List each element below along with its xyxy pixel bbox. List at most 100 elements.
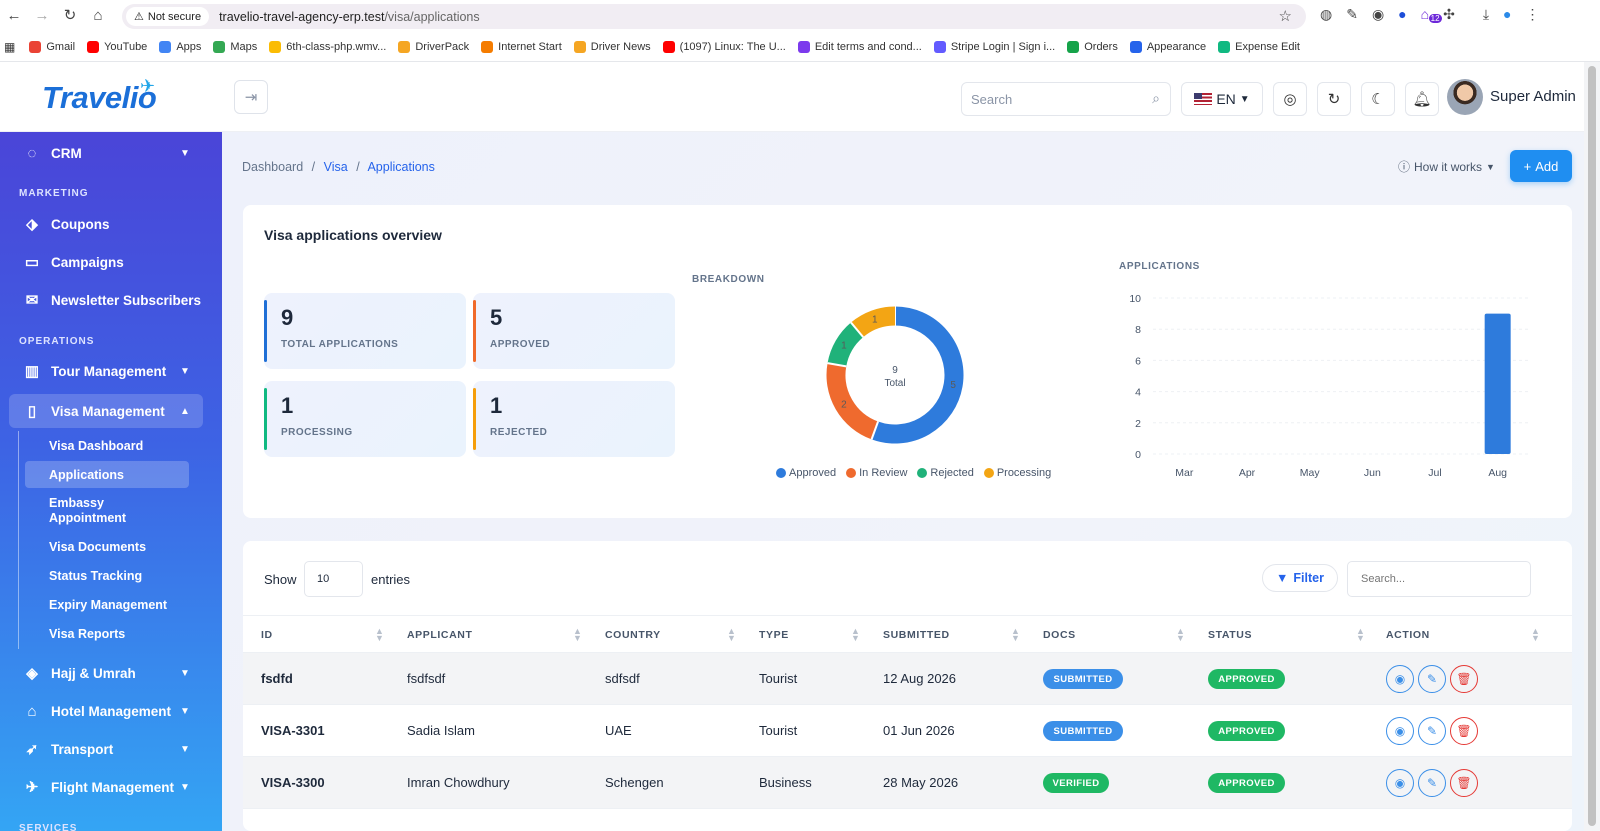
submenu-visa-dashboard[interactable]: Visa Dashboard [49, 439, 144, 453]
bookmark-item[interactable]: (1097) Linux: The U... [662, 40, 786, 53]
forward-icon[interactable]: → [34, 7, 50, 24]
circle-ext-icon[interactable]: ● [1398, 6, 1407, 22]
cell-id[interactable]: VISA-3301 [261, 723, 325, 738]
bar-aug[interactable] [1484, 313, 1511, 454]
delete-button[interactable]: 🗑︎ [1450, 665, 1478, 693]
donut-slice-approved[interactable] [871, 306, 964, 444]
globe-button[interactable]: ◎ [1273, 82, 1307, 116]
apps-grid-icon[interactable]: ▦ [4, 39, 16, 54]
sidebar-item-campaigns[interactable]: ▭ Campaigns [24, 254, 124, 271]
column-header-type[interactable]: TYPE [759, 629, 789, 641]
bookmark-item[interactable]: 6th-class-php.wmv... [269, 40, 386, 53]
column-header-id[interactable]: ID [261, 629, 273, 641]
not-secure-chip[interactable]: ⚠ Not secure [126, 7, 210, 26]
bookmark-item[interactable]: Appearance [1129, 40, 1206, 53]
sidebar-item-crm[interactable]: ◌ CRM ▼ [0, 137, 222, 169]
submenu-expiry-management[interactable]: Expiry Management [49, 598, 168, 612]
language-selector[interactable]: EN ▼ [1181, 82, 1263, 116]
column-header-applicant[interactable]: APPLICANT [407, 629, 473, 641]
sort-icon[interactable]: ▲ ▼ [375, 626, 384, 643]
notifications-button[interactable]: 🔔︎ [1405, 82, 1439, 116]
donut-slice-in-review[interactable] [826, 363, 879, 440]
home-icon[interactable]: ⌂ [93, 7, 103, 24]
bookmark-item[interactable]: Expense Edit [1218, 40, 1300, 53]
breadcrumb-visa[interactable]: Visa [323, 160, 348, 174]
breadcrumb-home[interactable]: Dashboard [242, 160, 304, 174]
submenu-visa-reports[interactable]: Visa Reports [49, 627, 126, 641]
sidebar-toggle-button[interactable]: ⇥ [234, 80, 268, 114]
sort-icon[interactable]: ▲ ▼ [727, 626, 736, 643]
bookmark-item[interactable]: Orders [1067, 40, 1118, 53]
column-header-status[interactable]: STATUS [1208, 629, 1253, 641]
view-button[interactable]: ◉ [1386, 665, 1414, 693]
header-search-input[interactable]: Search ⌕ [961, 82, 1171, 116]
sort-icon[interactable]: ▲ ▼ [1531, 626, 1540, 643]
reload-icon[interactable]: ↻ [63, 7, 77, 24]
column-header-action[interactable]: ACTION [1386, 629, 1430, 641]
legend-item[interactable]: In Review [846, 467, 907, 479]
submenu-status-tracking[interactable]: Status Tracking [49, 569, 143, 583]
bookmark-star-icon[interactable]: ☆ [1278, 8, 1292, 25]
bookmark-item[interactable]: Edit terms and cond... [797, 40, 922, 53]
menu-icon[interactable]: ⋮ [1525, 6, 1540, 22]
edit-button[interactable]: ✎ [1418, 769, 1446, 797]
legend-item[interactable]: Approved [776, 467, 836, 479]
bookmark-item[interactable]: YouTube [87, 40, 147, 53]
bookmark-item[interactable]: Internet Start [481, 40, 562, 53]
entries-input[interactable] [304, 561, 363, 597]
legend-item[interactable]: Processing [983, 467, 1051, 479]
back-icon[interactable]: ← [6, 7, 22, 24]
sidebar-item-coupons[interactable]: ⬗ Coupons [0, 208, 222, 240]
sort-icon[interactable]: ▲ ▼ [1176, 626, 1185, 643]
avatar[interactable] [1447, 79, 1483, 115]
how-it-works-button[interactable]: ⓘ How it works ▼ [1398, 159, 1495, 175]
sidebar-item-visa[interactable]: ▯ Visa Management ▲ [0, 395, 222, 427]
cell-id[interactable]: fsdfd [261, 671, 293, 686]
donut-slice-rejected[interactable] [827, 322, 864, 367]
globe-ext-icon[interactable]: ◍ [1320, 6, 1333, 22]
table-row[interactable]: VISA-3301 Sadia Islam UAE Tourist 01 Jun 202… [243, 705, 1572, 757]
sidebar-item-hotel[interactable]: ⌂ Hotel Management ▼ [0, 695, 222, 727]
sidebar-item-flight[interactable]: ✈ Flight Management ▼ [0, 771, 222, 803]
add-button[interactable]: + Add [1510, 150, 1572, 182]
profile-icon[interactable]: ● [1503, 6, 1512, 22]
submenu-visa-documents[interactable]: Visa Documents [49, 540, 147, 554]
bookmark-item[interactable]: Apps [159, 40, 201, 53]
puzzle-icon[interactable]: ✣ [1443, 6, 1455, 22]
table-row[interactable]: fsdfd fsdfsdf sdfsdf Tourist 12 Aug 2026 SUBM… [243, 653, 1572, 705]
sidebar-item-tour[interactable]: ▥ Tour Management ▼ [24, 363, 190, 380]
bookmark-item[interactable]: Maps [213, 40, 257, 53]
submenu-embassy-appointment[interactable]: Embassy Appointment [49, 496, 127, 525]
table-row[interactable]: VISA-3300 Imran Chowdhury Schengen Business… [243, 757, 1572, 809]
column-header-submitted[interactable]: SUBMITTED [883, 629, 950, 641]
edit-button[interactable]: ✎ [1418, 665, 1446, 693]
bookmark-item[interactable]: Gmail [29, 40, 75, 53]
sidebar-item-newsletter[interactable]: ✉ Newsletter Subscribers [0, 284, 222, 316]
address-bar[interactable]: ⚠ Not secure travelio-travel-agency-erp.t… [122, 4, 1306, 29]
sort-icon[interactable]: ▲ ▼ [851, 626, 860, 643]
pen-ext-icon[interactable]: ✎ [1346, 6, 1358, 22]
bookmark-item[interactable]: Driver News [573, 40, 651, 53]
cell-id[interactable]: VISA-3300 [261, 775, 325, 790]
filter-button[interactable]: ▼ Filter [1262, 564, 1338, 592]
refresh-button[interactable]: ↻ [1317, 82, 1351, 116]
camera-ext-icon[interactable]: ◉ [1371, 6, 1385, 22]
bookmark-item[interactable]: DriverPack [398, 40, 469, 53]
bookmark-item[interactable]: Stripe Login | Sign i... [933, 40, 1055, 53]
sort-icon[interactable]: ▲ ▼ [1356, 626, 1365, 643]
sidebar-item-hajj[interactable]: ◈ Hajj & Umrah ▼ [0, 657, 222, 689]
sidebar-item-transport[interactable]: ➶ Transport ▼ [0, 733, 222, 765]
donut-slice-processing[interactable] [850, 306, 896, 338]
download-icon[interactable]: ⤓ [1482, 6, 1490, 22]
column-header-country[interactable]: COUNTRY [605, 629, 661, 641]
column-header-docs[interactable]: DOCS [1043, 629, 1076, 641]
logo[interactable]: Travelio [42, 80, 157, 115]
view-button[interactable]: ◉ [1386, 717, 1414, 745]
scrollbar-thumb[interactable] [1588, 66, 1596, 826]
notification-ext-icon[interactable]: ⌂ 12 [1420, 6, 1442, 23]
view-button[interactable]: ◉ [1386, 769, 1414, 797]
submenu-applications[interactable]: Applications [49, 468, 125, 482]
user-name[interactable]: Super Admin [1490, 88, 1576, 105]
sort-icon[interactable]: ▲ ▼ [1011, 626, 1020, 643]
table-search-input[interactable] [1347, 561, 1531, 597]
